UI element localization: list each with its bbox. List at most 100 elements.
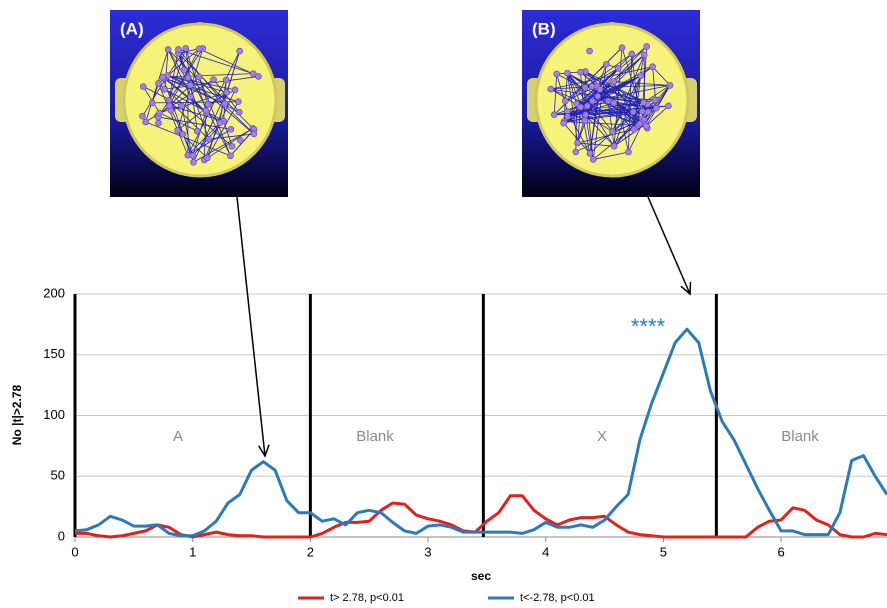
electrode [625,149,631,155]
electrode [564,70,570,76]
electrode [139,113,145,119]
electrode [643,123,649,129]
electrode [174,127,180,133]
x-tick-label: 4 [542,544,549,559]
electrode [611,100,617,106]
electrode [615,65,621,71]
electrode [160,74,166,80]
panel-label: (B) [532,19,556,38]
x-axis-title: sec [471,569,491,583]
electrode [589,83,595,89]
electrode [582,117,588,123]
electrode [222,101,228,107]
electrode [203,108,209,114]
electrode [232,87,238,93]
x-tick-label: 6 [777,544,784,559]
electrode [609,129,615,135]
electrode [548,86,554,92]
electrode [223,77,229,83]
electrode [644,43,650,49]
electrode [162,86,168,92]
electrode [157,110,163,116]
electrode [597,86,603,92]
electrode [204,155,210,161]
legend-label: t> 2.78, p<0.01 [330,592,404,604]
electrode [582,84,588,90]
head [536,24,688,176]
electrode [611,143,617,149]
electrode [143,119,149,125]
electrode [235,99,241,105]
electrode [652,97,658,103]
y-tick-label: 50 [51,468,65,483]
electrode [166,97,172,103]
electrode [611,79,617,85]
electrode [175,46,181,52]
electrode [185,75,191,81]
electrode [561,120,567,126]
panel-label: (A) [120,19,144,38]
electrode [206,136,212,142]
electrode [237,137,243,143]
region-label: Blank [356,428,394,445]
electrode [619,45,625,51]
electrode [217,120,223,126]
electrode [667,82,673,88]
electrode [196,46,202,52]
electrode [250,71,256,77]
electrode [582,112,588,118]
electrode [190,159,196,165]
electrode [578,69,584,75]
electrode [236,109,242,115]
x-tick-label: 2 [307,544,314,559]
electrode [554,71,560,77]
electrode [562,98,568,104]
x-tick-label: 1 [189,544,196,559]
electrode [629,51,635,57]
electrode [210,77,216,83]
electrode [595,93,601,99]
electrode [650,64,656,70]
electrode [156,120,162,126]
electrode [639,108,645,114]
electrode [565,114,571,120]
electrode [149,100,155,106]
electrode [630,109,636,115]
region-label: Blank [781,428,819,445]
electrode [584,103,590,109]
electrode [641,100,647,106]
electrode [181,67,187,73]
electrode [573,149,579,155]
electrode [190,153,196,159]
arrow [237,197,265,456]
electrode [156,80,162,86]
electrode [194,128,200,134]
electrode [590,98,596,104]
electrode [251,131,257,137]
electrode [188,94,194,100]
electrode [166,103,172,109]
region-label: X [597,428,607,445]
electrode [587,150,593,156]
electrode [237,48,243,54]
y-tick-label: 0 [58,528,65,543]
electrode [187,82,193,88]
electrode [641,52,647,58]
electrode [587,48,593,54]
electrode [196,74,202,80]
electrode [229,143,235,149]
electrode [179,103,185,109]
y-tick-label: 150 [43,346,65,361]
y-tick-label: 100 [43,407,65,422]
electrode [227,153,233,159]
x-tick-label: 5 [660,544,667,559]
electrode [605,98,611,104]
electrode [645,109,651,115]
y-tick-label: 200 [43,285,65,300]
electrode [590,156,596,162]
legend-label: t<-2.78, p<0.01 [520,592,595,604]
electrode [205,102,211,108]
chart: (A) (B) A Blank X Blank **** sec No |t|>… [0,0,887,608]
electrode [631,126,637,132]
region-label: A [173,428,183,445]
